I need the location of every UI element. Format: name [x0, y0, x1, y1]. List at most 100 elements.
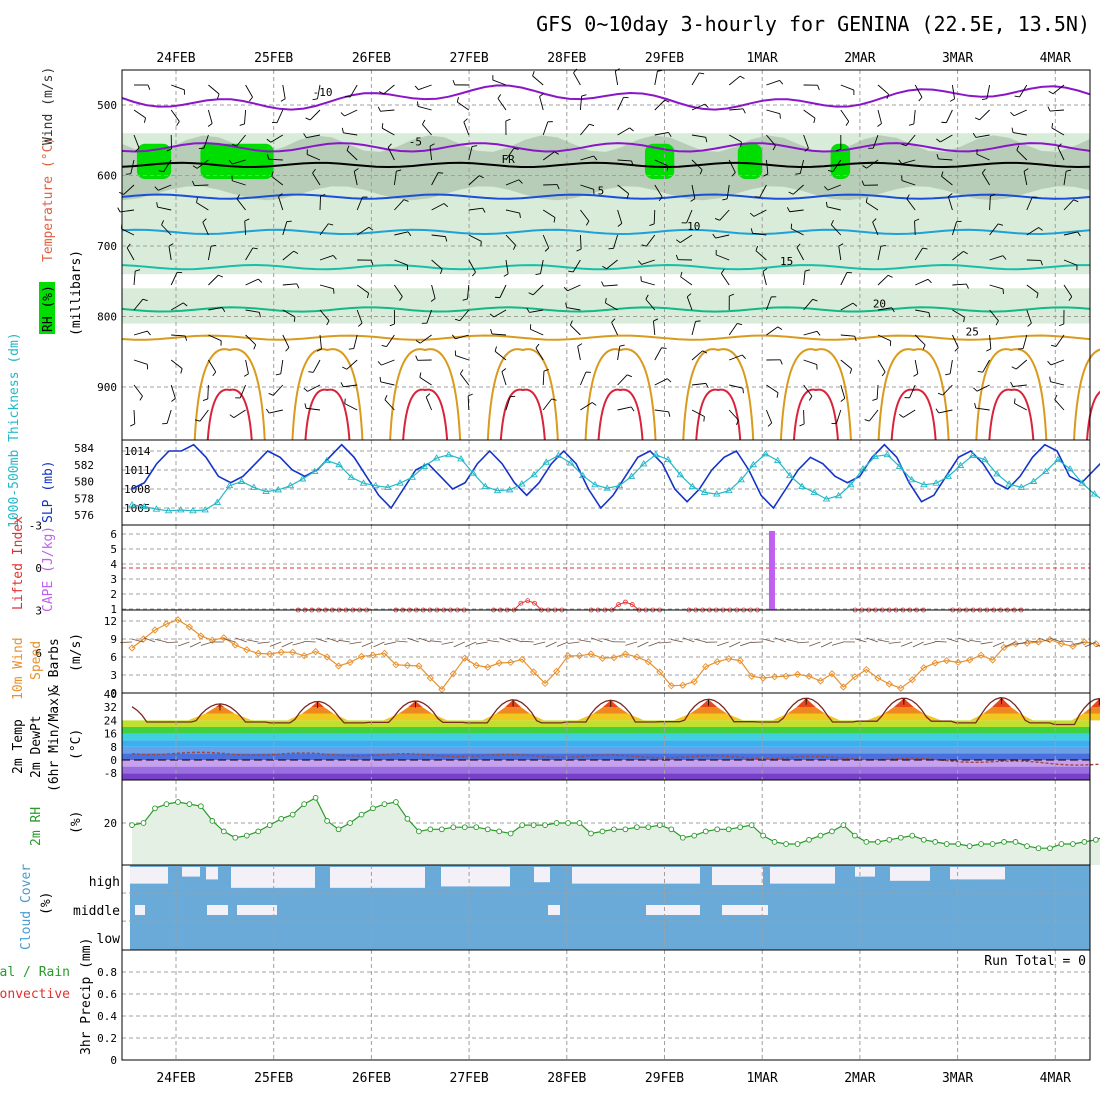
wind-barb-feather — [611, 318, 616, 323]
wind-barb — [691, 72, 700, 86]
wind-barb — [866, 202, 879, 211]
wind-barb — [497, 98, 507, 111]
wind-barb-feather — [690, 198, 696, 202]
wind-barb — [580, 155, 594, 161]
wind-barb — [312, 359, 321, 373]
thickness-point — [213, 498, 222, 505]
rh-point — [1001, 839, 1007, 845]
wind-barb-feather — [196, 197, 198, 203]
wind-barb-feather — [253, 344, 257, 350]
high-cloud-gap — [855, 867, 875, 877]
wind-barb-feather — [720, 269, 725, 274]
wind-speed-point — [621, 650, 630, 658]
wind-barb-feather — [630, 406, 635, 412]
thickness-point — [530, 470, 538, 478]
wind-barb — [617, 346, 621, 361]
cape-tick-label: 4 — [110, 558, 117, 571]
wind-barb — [202, 221, 209, 236]
wind-barb — [914, 334, 926, 346]
wind-barb — [505, 259, 509, 274]
wind-barb-feather — [703, 416, 705, 422]
wind-barb — [1026, 309, 1032, 324]
wind-barb — [728, 134, 742, 143]
wind-speed-point — [690, 677, 698, 686]
wind-barb — [271, 176, 284, 186]
wind-barb-10m — [269, 641, 282, 647]
wind-barb — [394, 259, 408, 266]
wind-barb — [872, 221, 879, 236]
wind-barb-feather — [217, 93, 220, 99]
wind-barb-feather — [180, 368, 183, 374]
wind-barb — [501, 371, 507, 386]
wind-barb — [353, 334, 358, 349]
wind-speed-point — [897, 684, 905, 692]
slp-line — [131, 443, 1100, 510]
wind-barb — [1022, 334, 1028, 349]
wind-barb — [468, 234, 482, 242]
wind-speed-point — [254, 649, 262, 658]
wind-barb — [789, 209, 804, 213]
wind-barb-feather — [1073, 199, 1079, 203]
temp-hump-band — [495, 707, 531, 714]
wind-barb-feather — [742, 108, 746, 114]
rh-point — [611, 826, 617, 833]
wind-speed-tick-label: 0 — [110, 687, 117, 700]
wind-barb — [952, 250, 964, 261]
thickness-point — [664, 455, 672, 463]
wind-barb-feather — [799, 423, 805, 427]
temp-hump-band — [1082, 707, 1100, 714]
wind-barb-feather — [827, 170, 834, 173]
wind-barb — [611, 322, 619, 336]
wind-barb-feather — [293, 316, 296, 322]
isotherm-line — [121, 306, 1091, 313]
wind-barb — [1013, 109, 1027, 117]
axis-label-precip: 3hr Precip (mm) — [79, 938, 94, 1055]
wind-barb — [766, 384, 779, 394]
wind-speed-point — [151, 626, 159, 634]
wind-barb — [244, 109, 247, 124]
wind-barb — [245, 309, 260, 313]
temp-hump-band — [689, 707, 728, 714]
rh-point — [255, 828, 262, 835]
wind-barb-feather — [1010, 111, 1015, 117]
wind-barb-feather — [296, 283, 300, 289]
wind-barb-feather — [705, 137, 708, 143]
wind-barb-feather — [675, 254, 679, 260]
surface-isotherm-loop-hot — [1086, 390, 1100, 441]
surface-isotherm-loop — [291, 348, 364, 441]
wind-barb-feather — [143, 117, 146, 123]
wind-barb-10m — [143, 637, 156, 643]
surface-isotherm-loop — [877, 348, 950, 441]
wind-barb — [343, 132, 358, 136]
axis-label-6hr-minmax: (6hr Min/Max) — [47, 690, 62, 792]
rh-point — [874, 839, 881, 845]
wind-barb — [232, 159, 246, 165]
wind-barb-feather — [142, 298, 148, 302]
temp-line — [131, 697, 1100, 726]
rh-area — [132, 797, 1100, 865]
thickness-point — [652, 450, 660, 458]
temp-tick-label: 24 — [104, 714, 118, 727]
wind-barb-feather — [631, 160, 634, 166]
rh-point — [679, 834, 686, 841]
slp-tick-label: 1014 — [124, 445, 151, 458]
wind-barb — [394, 199, 405, 211]
wind-barb-feather — [754, 196, 760, 198]
wind-barb-feather — [158, 170, 164, 173]
wind-speed-point — [529, 668, 538, 676]
wind-speed-point — [357, 652, 366, 661]
wind-barb-feather — [535, 273, 541, 276]
wind-speed-point — [392, 661, 400, 669]
wind-barb-feather — [922, 344, 926, 350]
surface-isotherm-loop — [389, 348, 462, 441]
wind-barb-10m — [407, 637, 420, 643]
surface-isotherm-loop-hot — [890, 388, 937, 441]
wind-barb — [130, 159, 135, 174]
wind-barb-feather — [936, 138, 941, 143]
wind-barb — [573, 72, 581, 86]
thickness-point — [944, 472, 953, 479]
wind-barb-feather — [737, 323, 743, 326]
rh-point — [175, 799, 181, 805]
wind-barb-feather — [192, 165, 198, 169]
